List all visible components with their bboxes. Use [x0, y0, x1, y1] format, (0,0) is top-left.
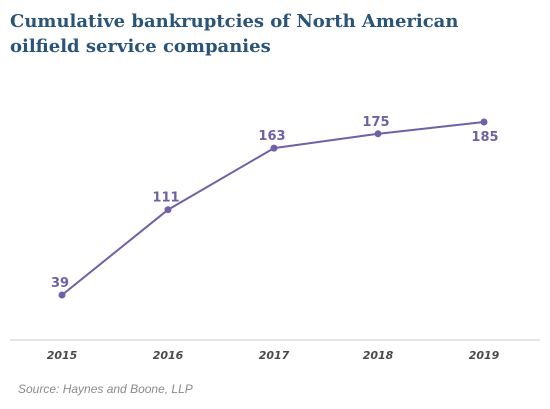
x-tick-label: 2018	[363, 349, 394, 362]
data-label: 163	[258, 129, 285, 144]
x-tick-label: 2017	[259, 349, 290, 362]
x-tick-label: 2016	[153, 349, 184, 362]
source-note: Source: Haynes and Boone, LLP	[18, 382, 193, 396]
data-point	[374, 130, 382, 138]
data-label: 175	[362, 115, 389, 130]
chart-title: Cumulative bankruptcies of North America…	[10, 11, 459, 57]
x-tick-label: 2015	[47, 349, 78, 362]
data-point	[270, 144, 278, 152]
data-point	[480, 118, 488, 126]
x-tick-label: 2019	[469, 349, 500, 362]
data-label: 111	[152, 191, 179, 206]
data-label: 39	[51, 276, 69, 291]
data-point	[164, 206, 172, 214]
data-label: 185	[471, 130, 498, 145]
data-point	[58, 291, 66, 299]
